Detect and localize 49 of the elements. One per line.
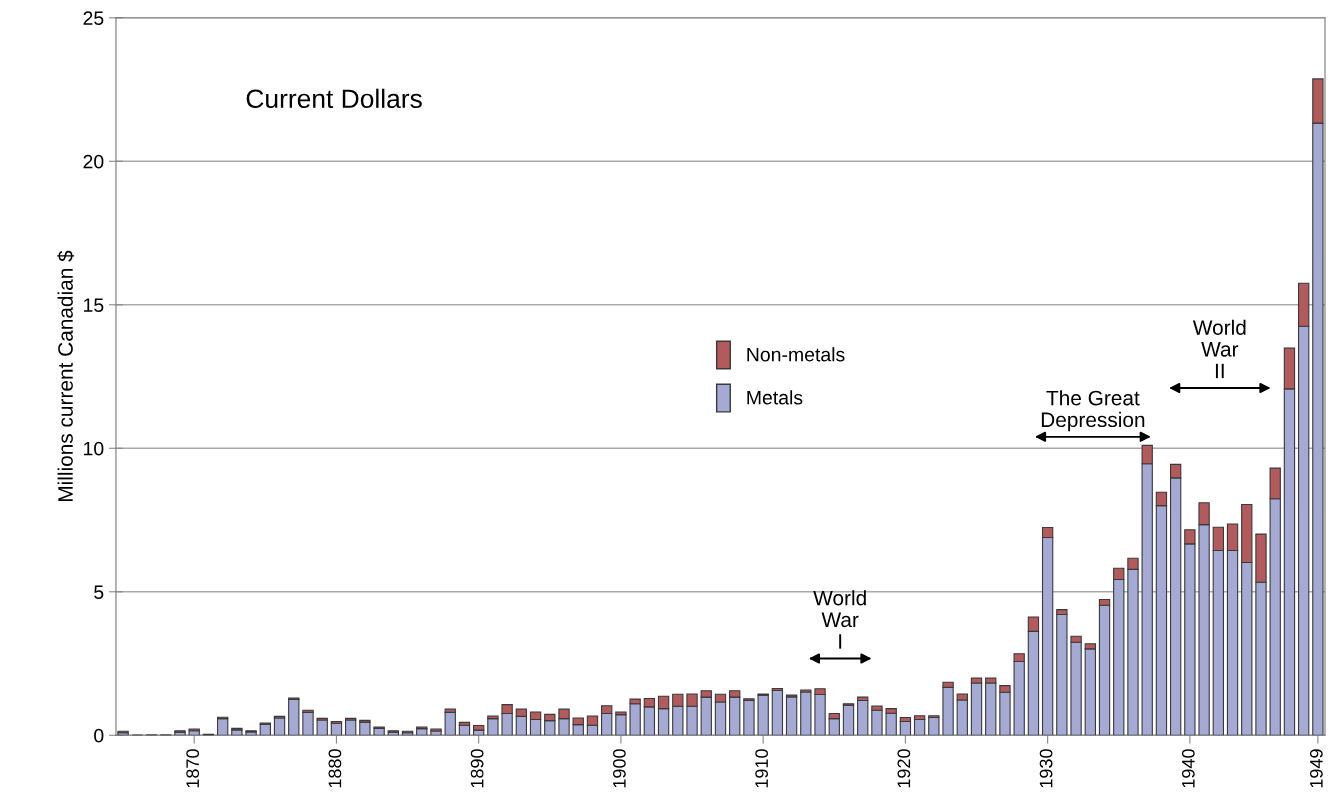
bar (1056, 613, 1068, 736)
bar (928, 716, 940, 736)
y-axis-title: Millions current Canadian $ (57, 250, 75, 502)
annotation: World War II (1192, 319, 1246, 379)
bar (316, 719, 328, 736)
bar (771, 689, 784, 736)
bar (857, 699, 869, 736)
y-tick-label: 20 (83, 154, 104, 169)
annotation: World War I (813, 590, 866, 649)
x-tick-label: 1920 (897, 749, 911, 788)
bar (785, 696, 798, 736)
bar (757, 694, 769, 736)
bar (444, 711, 456, 736)
y-tick-label: 5 (94, 585, 104, 600)
x-tick-label: 1890 (470, 749, 484, 788)
x-tick-label: 1870 (186, 749, 200, 788)
legend-label: Non-metals (747, 347, 845, 362)
bar (487, 718, 499, 736)
x-tick-label: 1940 (1181, 749, 1195, 788)
bar (970, 682, 983, 736)
y-tick-label: 25 (83, 11, 104, 26)
bar (231, 729, 243, 736)
y-tick-label: 10 (84, 441, 104, 456)
bar (800, 691, 812, 736)
x-tick-label: 1910 (755, 749, 769, 788)
x-tick-label: 1880 (328, 749, 342, 788)
x-tick-label: 1930 (1039, 749, 1053, 788)
bar (842, 704, 855, 736)
bar (885, 712, 897, 736)
annotation: The Great Depression (1041, 390, 1145, 432)
bar (615, 714, 627, 736)
bar (743, 699, 755, 736)
bar (913, 718, 926, 736)
x-tick-label: 1900 (612, 749, 626, 788)
bar (216, 718, 229, 736)
bar (359, 721, 371, 736)
bar (985, 682, 997, 736)
bar (430, 728, 442, 732)
annotation: Current Dollars (246, 88, 422, 109)
bar (942, 686, 954, 736)
x-tick-label: 1949 (1309, 749, 1323, 788)
bar (302, 711, 314, 736)
bar (416, 728, 428, 736)
bar (473, 724, 485, 731)
bar (288, 698, 300, 736)
bar (871, 709, 883, 736)
y-tick-label: 0 (94, 728, 104, 743)
y-tick-label: 15 (84, 298, 104, 313)
legend-label: Metals (747, 390, 803, 405)
